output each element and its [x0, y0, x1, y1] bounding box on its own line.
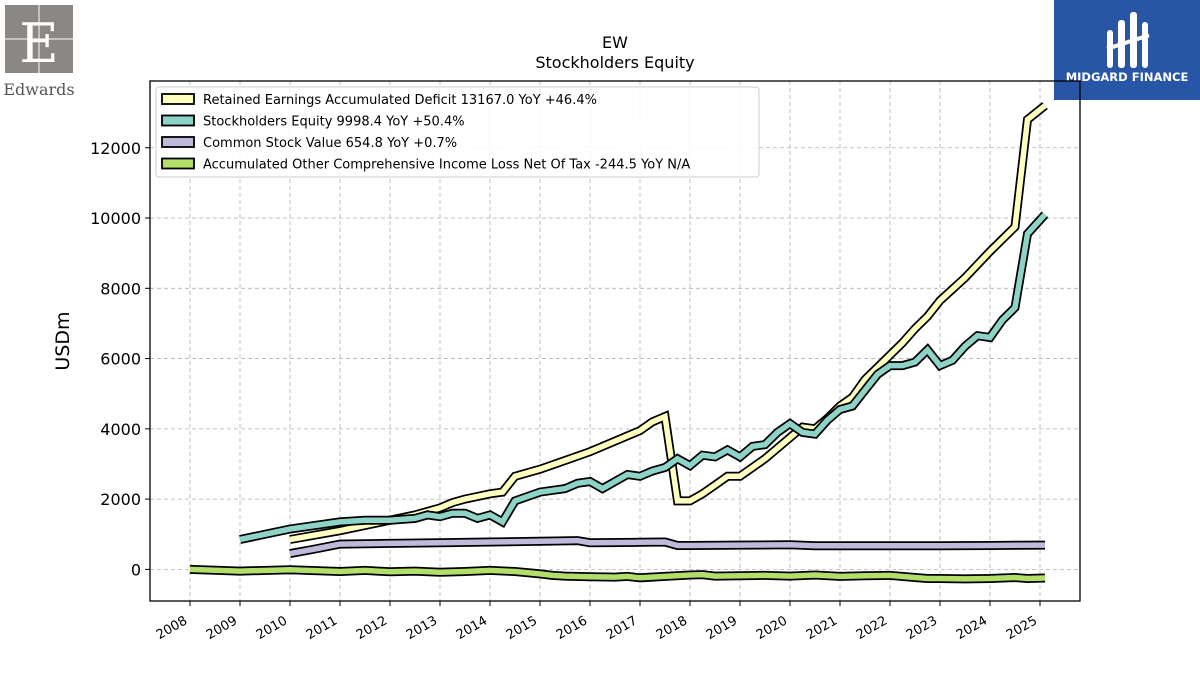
- legend-label: Common Stock Value 654.8 YoY +0.7%: [203, 136, 457, 151]
- x-tick-label: 2013: [404, 613, 440, 643]
- y-axis: 0 2000 4000 6000 8000 10000 12000: [90, 139, 150, 579]
- x-tick-label: 2018: [654, 613, 690, 643]
- series-line-common-stock-value: [289, 537, 1046, 557]
- y-tick-label: 6000: [100, 350, 141, 369]
- series-line-accumulated-other-comprehensive-income-loss-net-of-tax: [189, 566, 1046, 582]
- edwards-logo-text: Edwards: [4, 80, 74, 99]
- x-tick-label: 2014: [454, 613, 490, 643]
- y-tick-label: 12000: [90, 139, 141, 158]
- x-tick-label: 2010: [254, 613, 290, 643]
- svg-text:E: E: [19, 12, 58, 75]
- legend-label: Accumulated Other Comprehensive Income L…: [203, 158, 690, 173]
- x-tick-label: 2015: [504, 613, 540, 643]
- x-tick-label: 2023: [904, 613, 940, 643]
- x-tick-label: 2021: [804, 613, 840, 643]
- chart-title: EW: [602, 33, 628, 52]
- legend-swatch: [161, 114, 195, 127]
- x-tick-label: 2008: [154, 613, 190, 643]
- legend-label: Retained Earnings Accumulated Deficit 13…: [203, 93, 597, 108]
- series-line-retained-earnings-accumulated-deficit: [289, 103, 1047, 543]
- y-tick-label: 0: [131, 560, 141, 579]
- legend-swatch: [161, 157, 195, 170]
- x-tick-label: 2012: [354, 613, 390, 643]
- y-tick-label: 8000: [100, 279, 141, 298]
- y-tick-label: 2000: [100, 490, 141, 509]
- series-lines: [189, 102, 1049, 584]
- x-tick-label: 2020: [754, 613, 790, 643]
- y-tick-label: 4000: [100, 420, 141, 439]
- y-tick-label: 10000: [90, 209, 141, 228]
- midgard-finance-logo-text: MIDGARD FINANCE: [1066, 70, 1189, 84]
- series-line-stockholders-equity: [239, 212, 1048, 543]
- x-tick-label: 2009: [204, 613, 240, 643]
- x-tick-label: 2017: [604, 613, 640, 643]
- y-axis-label: USDm: [52, 311, 74, 370]
- x-tick-label: 2019: [704, 613, 740, 643]
- x-axis: 2008 2009 2010 2011 2012 2013 2014 2015 2016 2017…: [154, 601, 1041, 643]
- edwards-logo: E Edwards: [3, 4, 75, 100]
- midgard-finance-logo: MIDGARD FINANCE: [1054, 0, 1200, 100]
- legend-label: Stockholders Equity 9998.4 YoY +50.4%: [203, 115, 465, 130]
- x-tick-label: 2024: [954, 613, 990, 643]
- legend-box: [155, 86, 760, 178]
- legend-swatch: [161, 93, 195, 105]
- x-tick-label: 2025: [1004, 613, 1040, 643]
- x-tick-label: 2022: [854, 613, 890, 643]
- legend-swatch: [161, 136, 195, 148]
- x-tick-label: 2016: [554, 613, 590, 643]
- legend: Retained Earnings Accumulated Deficit 13…: [155, 86, 760, 178]
- x-tick-label: 2011: [304, 613, 340, 643]
- series-outline-stockholders-equity: [239, 211, 1049, 544]
- plot-frame: [149, 80, 1081, 602]
- chart-subtitle: Stockholders Equity: [535, 53, 694, 72]
